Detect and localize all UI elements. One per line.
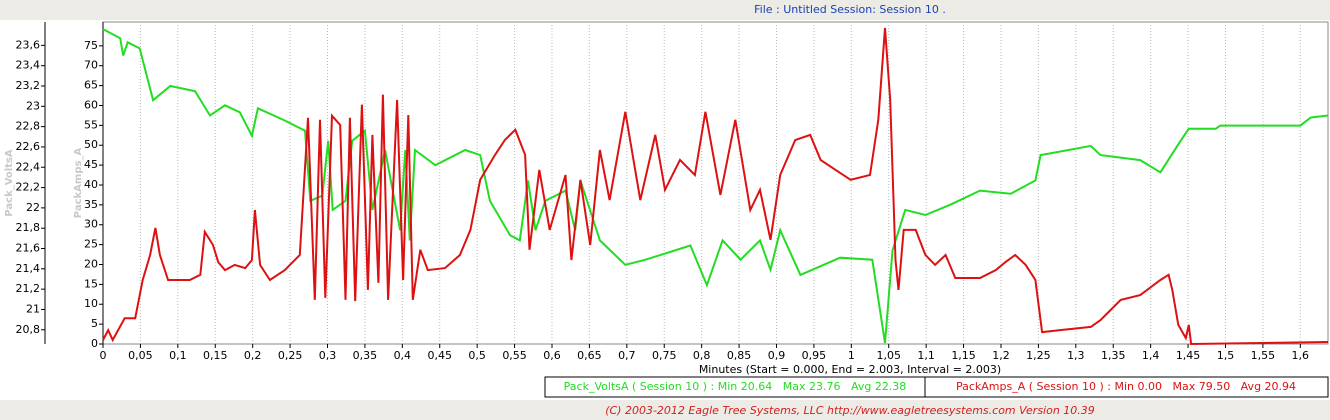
y2-tick-label: 45 [84,158,98,171]
y-tick-label: 22 [26,201,40,214]
x-tick-label: 1,35 [1101,349,1126,362]
x-tick-label: 1 [848,349,855,362]
x-tick-label: 0,8 [693,349,711,362]
y2-tick-label: 10 [84,297,98,310]
y2-tick-label: 70 [84,59,98,72]
y-tick-label: 22,8 [16,120,41,133]
y-tick-label: 20,8 [16,323,41,336]
y-tick-label: 23 [26,99,40,112]
x-tick-label: 0 [100,349,107,362]
x-tick-label: 1,1 [917,349,935,362]
x-tick-label: 0,05 [128,349,153,362]
legend-entry: PackAmps_A ( Session 10 ) : Min 0.00 Max… [956,380,1296,393]
y2-tick-label: 40 [84,178,98,191]
legend-entry: Pack_VoltsA ( Session 10 ) : Min 20.64 M… [564,380,907,393]
x-tick-label: 1,55 [1251,349,1276,362]
y2-tick-label: 5 [91,317,98,330]
y2-tick-label: 55 [84,118,98,131]
y2-axis-label: PackAmps_A [73,148,84,219]
x-tick-label: 1,3 [1067,349,1085,362]
y-tick-label: 23,2 [16,79,41,92]
header-bar [0,0,1330,20]
x-tick-label: 1,6 [1292,349,1310,362]
y-tick-label: 21 [26,302,40,315]
y-tick-label: 21,2 [16,282,41,295]
y2-tick-label: 75 [84,39,98,52]
y2-tick-label: 25 [84,238,98,251]
y2-tick-label: 60 [84,98,98,111]
x-tick-label: 1,45 [1176,349,1201,362]
x-tick-label: 0,95 [802,349,827,362]
y-tick-label: 22,6 [16,140,41,153]
plot-area [102,21,1329,345]
legend-box [924,376,1329,398]
x-tick-label: 0,85 [727,349,752,362]
x-tick-label: 0,45 [427,349,452,362]
x-tick-label: 0,25 [278,349,303,362]
x-tick-label: 0,15 [203,349,228,362]
x-tick-label: 0,5 [468,349,486,362]
x-tick-label: 0,7 [618,349,636,362]
y-tick-label: 21,4 [16,262,41,275]
y-tick-label: 23,4 [16,59,41,72]
y-axis-label: Pack_VoltsA [4,149,15,217]
x-tick-label: 1,2 [992,349,1010,362]
x-tick-label: 1,05 [876,349,901,362]
y-tick-label: 21,6 [16,242,41,255]
chart-title: File : Untitled Session: Session 10 . [754,3,946,16]
y-tick-label: 22,4 [16,160,41,173]
y2-tick-label: 15 [84,277,98,290]
x-tick-label: 0,3 [319,349,337,362]
x-tick-label: 0,55 [502,349,527,362]
y2-tick-label: 30 [84,218,98,231]
y2-tick-label: 35 [84,198,98,211]
y-tick-label: 21,8 [16,221,41,234]
x-tick-label: 0,65 [577,349,602,362]
x-tick-label: 0,6 [543,349,561,362]
x-tick-label: 0,2 [244,349,262,362]
y2-tick-label: 65 [84,79,98,92]
footer: (C) 2003-2012 Eagle Tree Systems, LLC ht… [605,404,1095,417]
x-axis-label: Minutes (Start = 0.000, End = 2.003, Int… [699,363,1001,376]
x-tick-label: 0,4 [394,349,412,362]
x-tick-label: 1,5 [1217,349,1235,362]
series-line [102,27,1329,346]
x-tick-label: 1,15 [951,349,976,362]
x-tick-label: 0,35 [353,349,378,362]
x-tick-label: 1,4 [1142,349,1160,362]
footer-bar [0,400,1330,420]
y-tick-label: 22,2 [16,181,41,194]
x-tick-label: 1,25 [1026,349,1051,362]
x-tick-label: 0,75 [652,349,677,362]
y2-tick-label: 0 [91,337,98,350]
y-tick-label: 23,6 [16,38,41,51]
x-tick-label: 0,1 [169,349,187,362]
x-tick-label: 0,9 [768,349,786,362]
y2-tick-label: 50 [84,138,98,151]
y2-tick-label: 20 [84,257,98,270]
